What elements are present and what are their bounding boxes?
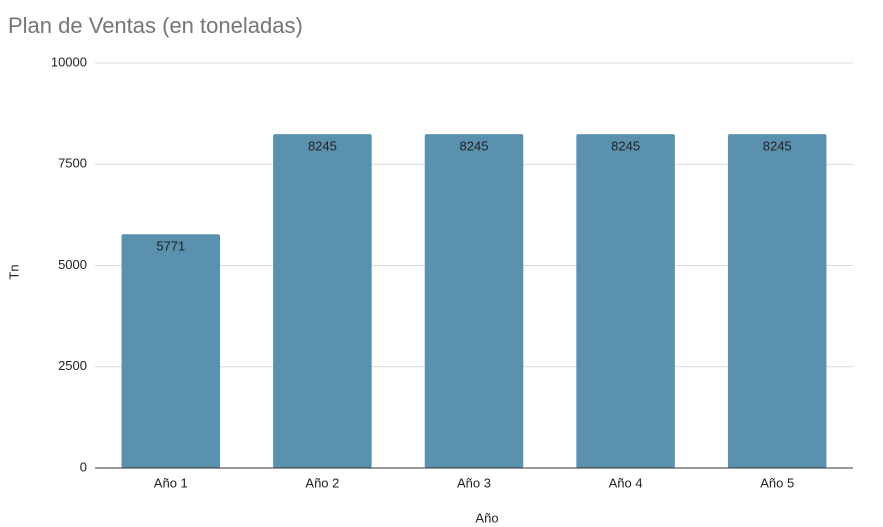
bar — [424, 134, 524, 468]
y-axis-label: Tn — [6, 264, 21, 279]
y-tick-label: 7500 — [58, 156, 87, 171]
chart-title: Plan de Ventas (en toneladas) — [8, 13, 303, 38]
data-label: 5771 — [156, 239, 185, 254]
x-tick-label: Año 2 — [305, 475, 339, 490]
y-tick-label: 0 — [80, 459, 87, 474]
y-tick-label: 5000 — [58, 257, 87, 272]
data-label: 8245 — [763, 139, 792, 154]
x-tick-label: Año 5 — [760, 475, 794, 490]
bar — [273, 134, 372, 468]
data-label: 8245 — [611, 139, 640, 154]
x-tick-label: Año 4 — [609, 475, 643, 490]
bar — [576, 134, 675, 468]
x-tick-label: Año 3 — [457, 475, 491, 490]
data-label: 8245 — [460, 139, 489, 154]
y-tick-label: 2500 — [58, 358, 87, 373]
data-label: 8245 — [308, 139, 337, 154]
bar — [727, 134, 827, 468]
bar — [121, 234, 221, 468]
y-tick-label: 10000 — [51, 54, 87, 69]
x-tick-label: Año 1 — [154, 475, 188, 490]
x-axis-label: Año — [475, 510, 498, 525]
